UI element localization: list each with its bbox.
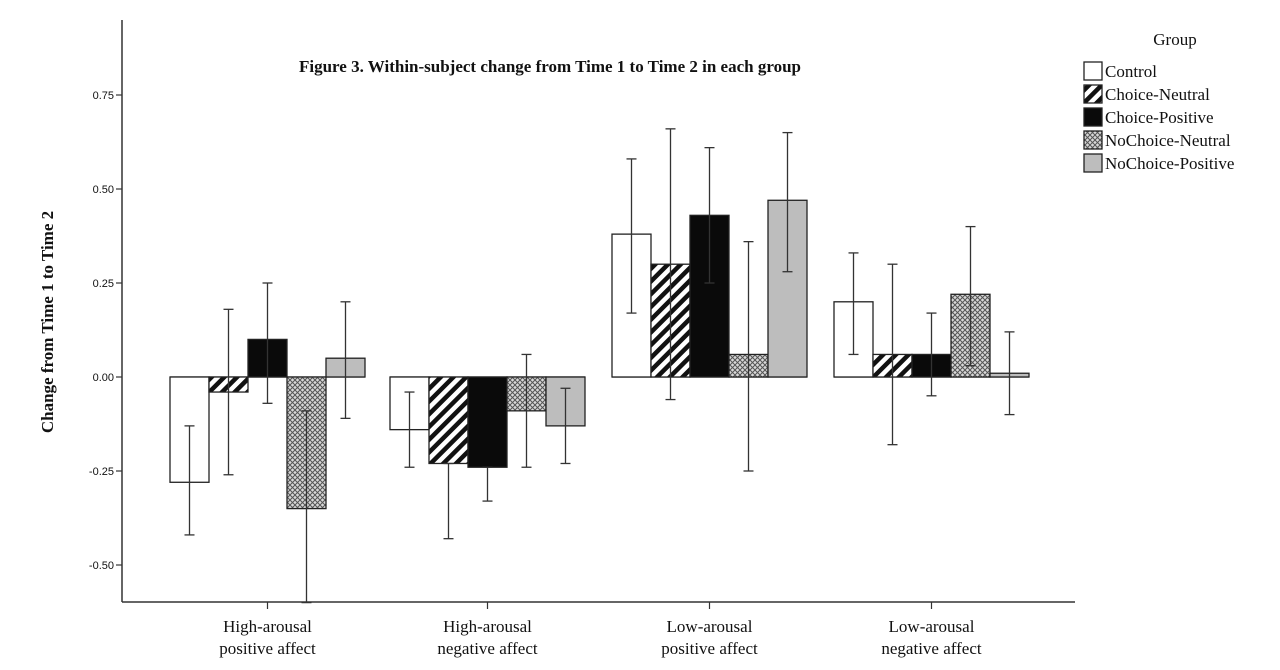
bars [169,199,1030,510]
legend-label: NoChoice-Positive [1105,154,1234,173]
category-label: High-arousal [443,617,532,636]
legend-label: NoChoice-Neutral [1105,131,1231,150]
legend-title: Group [1153,30,1196,49]
legend-swatch-choice-neutral [1083,84,1103,104]
category-label: Low-arousal [667,617,753,636]
legend-items: Control Choice-Neutral Choice-Positive NoCh… [1083,61,1234,173]
legend-label: Choice-Neutral [1105,85,1210,104]
category-label: negative affect [881,639,981,658]
y-ticks: 0.75 0.50 0.25 0.00 -0.25 -0.50 [89,90,122,572]
bar-choice-positive-1 [467,376,508,468]
legend-label: Choice-Positive [1105,108,1214,127]
legend-label: Control [1105,62,1157,81]
error-bars [184,128,1015,604]
y-tick-label: -0.50 [89,560,114,572]
category-label: positive affect [661,639,758,658]
category-label: negative affect [437,639,537,658]
y-tick-label: 0.50 [93,184,114,196]
axes [121,20,1075,603]
category-label: Low-arousal [889,617,975,636]
y-tick-label: 0.00 [93,372,114,384]
bar-choice-neutral-1 [428,376,469,465]
y-axis-label: Change from Time 1 to Time 2 [38,211,57,433]
category-labels: High-arousal positive affect High-arousal n… [219,602,982,658]
legend-swatch-control [1083,61,1103,81]
legend-swatch-choice-positive [1083,107,1103,127]
legend: Group Control Choice-Neutral Choice-Positi… [1083,30,1234,173]
legend-swatch-nochoice-positive [1083,153,1103,173]
category-label: positive affect [219,639,316,658]
y-tick-label: 0.75 [93,90,114,102]
y-tick-label: -0.25 [89,466,114,478]
y-tick-label: 0.25 [93,278,114,290]
chart-title: Figure 3. Within-subject change from Tim… [299,57,801,76]
category-label: High-arousal [223,617,312,636]
legend-swatch-nochoice-neutral [1083,130,1103,150]
